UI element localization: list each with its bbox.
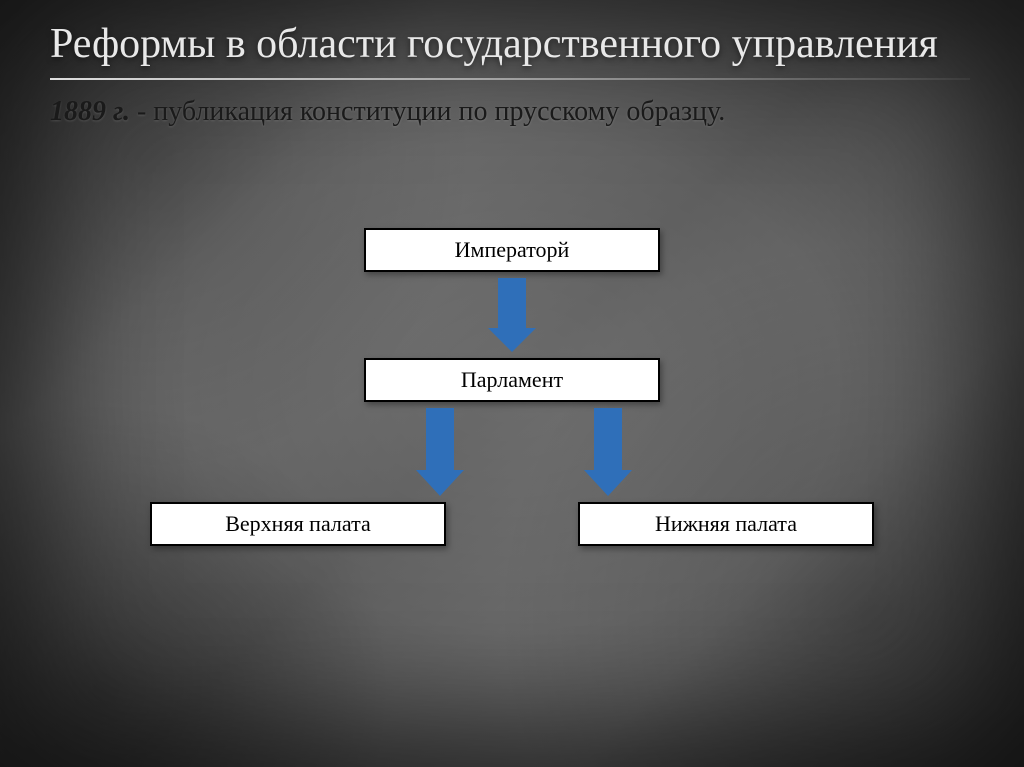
node-lower-chamber: Нижняя палата	[578, 502, 874, 546]
arrow-parliament-lower	[584, 408, 632, 496]
node-upper-chamber: Верхняя палата	[150, 502, 446, 546]
node-parliament: Парламент	[364, 358, 660, 402]
text-content: Реформы в области государственного управ…	[0, 0, 1024, 129]
slide: Реформы в области государственного управ…	[0, 0, 1024, 767]
node-label: Императорй	[455, 237, 570, 263]
title-underline	[50, 78, 970, 80]
org-chart: Императорй Парламент Верхняя палата Нижн…	[0, 228, 1024, 648]
node-emperor: Императорй	[364, 228, 660, 272]
slide-subtitle: 1889 г. - публикация конституции по прус…	[50, 94, 974, 129]
slide-title: Реформы в области государственного управ…	[50, 20, 974, 68]
subtitle-year: 1889 г.	[50, 96, 130, 127]
node-label: Верхняя палата	[225, 511, 371, 537]
node-label: Нижняя палата	[655, 511, 797, 537]
node-label: Парламент	[461, 367, 563, 393]
arrow-emperor-parliament	[488, 278, 536, 352]
subtitle-rest: - публикация конституции по прусскому об…	[130, 96, 725, 127]
arrow-parliament-upper	[416, 408, 464, 496]
